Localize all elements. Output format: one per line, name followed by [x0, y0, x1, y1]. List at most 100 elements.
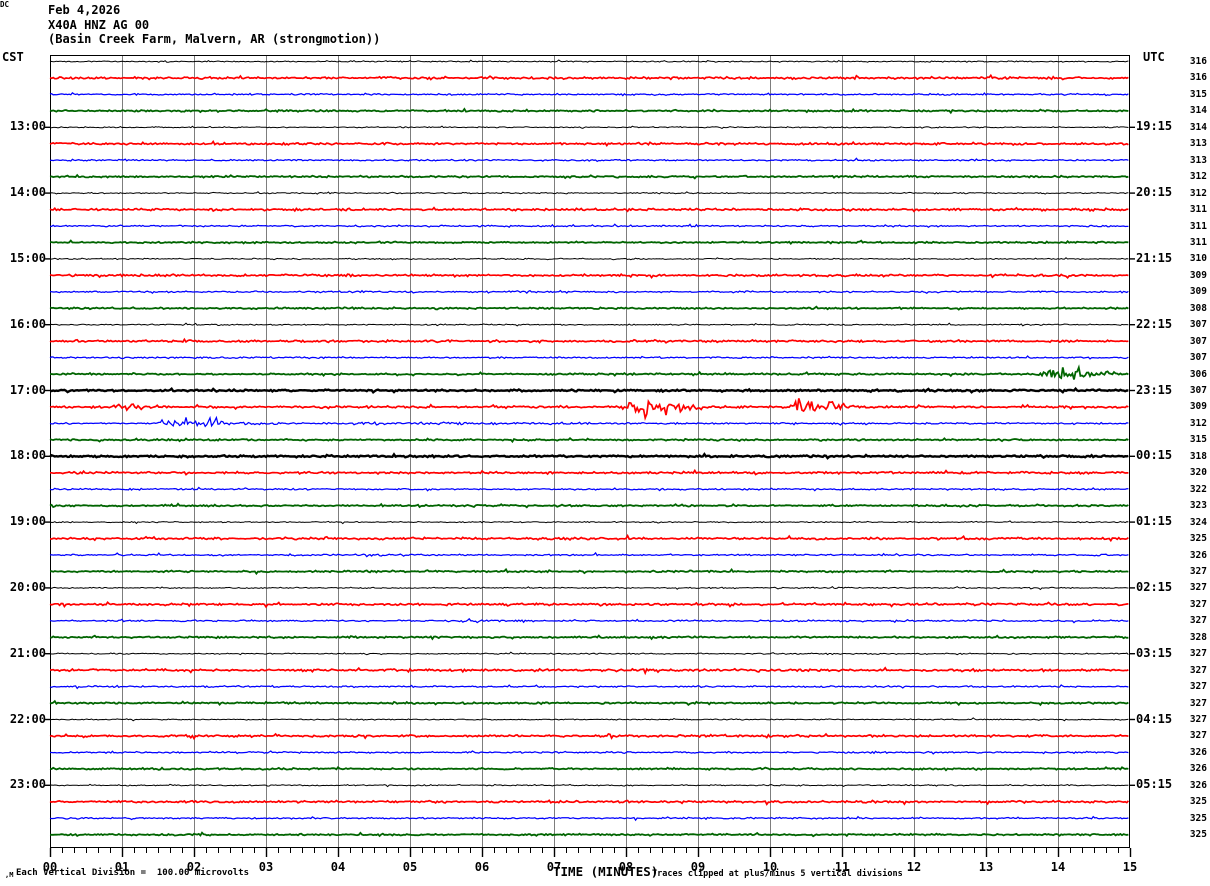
trace-row [49, 272, 1129, 280]
left-time-label: 19:00 [9, 514, 46, 529]
trace-row [49, 257, 1129, 261]
left-time-label: 21:00 [9, 645, 46, 660]
trace-row [49, 73, 1129, 81]
left-time-label: 13:00 [9, 119, 46, 134]
dc-value-label: 325 [1189, 812, 1207, 824]
x-tick-label: 10 [762, 860, 778, 874]
right-time-label: 19:15 [1136, 119, 1173, 134]
dc-value-label: 306 [1189, 368, 1207, 380]
left-time-label: 17:00 [9, 382, 46, 397]
trace-row [49, 831, 1129, 838]
dc-value-label: 312 [1189, 417, 1207, 429]
trace-row [49, 322, 1129, 327]
dc-value-label: 307 [1189, 335, 1207, 347]
trace-row [49, 684, 1129, 690]
trace-row [49, 699, 1129, 707]
dc-value-label: 309 [1189, 401, 1207, 413]
trace-row [49, 634, 1129, 641]
trace-row [49, 337, 1129, 344]
trace-row [49, 766, 1129, 772]
trace-row [49, 452, 1129, 460]
x-tick-label: 05 [402, 860, 418, 874]
left-time-label: 22:00 [9, 711, 46, 726]
left-time-label: 23:00 [9, 777, 46, 792]
x-tick-label: 11 [834, 860, 850, 874]
dc-value-label: 325 [1189, 796, 1207, 808]
dc-value-label: 315 [1189, 88, 1207, 100]
dc-value-label: 311 [1189, 220, 1207, 232]
trace-row [49, 533, 1129, 543]
trace-row [50, 468, 1129, 476]
dc-value-label: 316 [1189, 56, 1207, 67]
plot-area [45, 55, 1135, 857]
trace-row [49, 415, 1129, 428]
dc-value-label: 314 [1189, 121, 1207, 133]
dc-value-label: 312 [1189, 171, 1207, 183]
dc-value-label: 327 [1189, 697, 1207, 709]
trace-row [49, 355, 1129, 360]
scale-note: Each Vertical Division = 100.00 microvol… [16, 868, 249, 878]
x-tick-label: 01 [114, 860, 130, 874]
dc-value-label: 327 [1189, 582, 1207, 594]
dc-value-label: 311 [1189, 236, 1207, 248]
left-time-label: 15:00 [9, 250, 46, 265]
dc-value-label: 312 [1189, 187, 1207, 199]
dc-value-label: 328 [1189, 631, 1207, 643]
x-tick-label: 08 [618, 860, 634, 874]
right-time-label: 02:15 [1136, 579, 1173, 594]
dc-value-label: 310 [1189, 253, 1207, 265]
trace-row [50, 125, 1129, 129]
trace-row [49, 551, 1129, 558]
dc-value-label: 314 [1189, 105, 1207, 117]
dc-value-label: 308 [1189, 302, 1207, 314]
right-time-label: 01:15 [1136, 514, 1173, 529]
dc-value-label: 320 [1189, 467, 1207, 479]
dc-value-label: 327 [1189, 615, 1207, 627]
dc-value-label: 325 [1189, 533, 1207, 545]
trace-row [49, 305, 1129, 311]
right-time-label: 20:15 [1136, 185, 1173, 200]
title-date: Feb 4,2026 [48, 3, 121, 17]
trace-row [49, 783, 1129, 788]
x-tick-label: 02 [186, 860, 202, 874]
dc-value-label: 309 [1189, 286, 1207, 298]
title-station: X40A HNZ AG 00 [48, 17, 150, 32]
dc-value-label: 309 [1189, 269, 1207, 281]
left-time-label: 16:00 [9, 316, 46, 331]
dc-value-label: 326 [1189, 746, 1207, 758]
trace-row [49, 173, 1129, 180]
x-tick-label: 03 [258, 860, 274, 874]
trace-row [50, 386, 1129, 394]
trace-row [49, 651, 1129, 656]
title-location: (Basin Creek Farm, Malvern, AR (strongmo… [48, 32, 381, 46]
dc-value-label: 326 [1189, 779, 1207, 791]
dc-value-label: 311 [1189, 204, 1207, 216]
trace-row [49, 815, 1129, 822]
trace-row [50, 223, 1129, 228]
left-time-label: 20:00 [9, 579, 46, 594]
right-axis-header: UTC [1143, 50, 1165, 64]
trace-row [49, 364, 1129, 380]
x-tick-label: 15 [1122, 860, 1138, 874]
right-time-label: 04:15 [1136, 711, 1173, 726]
trace-row [49, 91, 1129, 97]
dc-value-label: 324 [1189, 516, 1207, 528]
dc-value-label: 307 [1189, 319, 1207, 331]
right-time-label: 05:15 [1136, 777, 1173, 792]
trace-row [49, 666, 1129, 676]
trace-row [49, 502, 1129, 509]
dc-value-label: 327 [1189, 598, 1207, 610]
trace-row [50, 750, 1129, 755]
dc-value-label: 327 [1189, 714, 1207, 725]
right-time-label: 23:15 [1136, 382, 1173, 397]
dc-value-label: 307 [1189, 385, 1207, 396]
trace-row [49, 289, 1129, 295]
trace-row [49, 617, 1129, 624]
left-time-label: 14:00 [9, 185, 46, 200]
title-block: Feb 4,2026 X40A HNZ AG 00 (Basin Creek F… [48, 3, 380, 47]
dc-column-header: DC [0, 0, 10, 9]
trace-row [49, 239, 1129, 246]
dc-value-label: 307 [1189, 352, 1207, 364]
dc-value-label: 327 [1189, 648, 1207, 660]
